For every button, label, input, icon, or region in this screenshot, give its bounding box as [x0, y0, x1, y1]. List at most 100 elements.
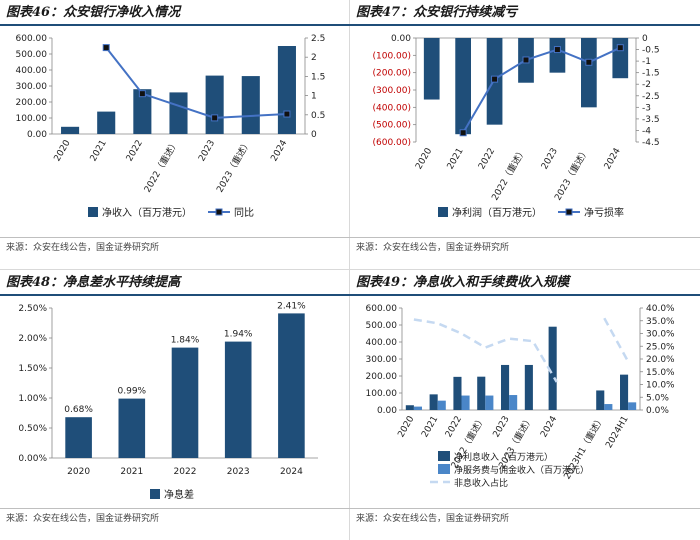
legend-swatch — [438, 451, 450, 461]
net-loss-chart: 0.00 (100.00) (200.00) (300.00) (400.00) (500… — [372, 34, 660, 219]
x-tick-label: 2024 — [539, 414, 559, 439]
y-tick-label: 100.00 — [366, 389, 398, 399]
x-tick-label: 2020 — [414, 146, 434, 171]
series-line — [413, 318, 558, 383]
legend-label: 净服务费与佣金收入（百万港元） — [454, 464, 589, 476]
y2-tick-label: 1 — [311, 92, 317, 102]
y-tick-label: 300.00 — [16, 82, 48, 92]
bar — [461, 395, 470, 410]
bar — [133, 89, 152, 134]
source-note: 来源：众安在线公告，国金证券研究所 — [0, 508, 350, 528]
bar — [205, 75, 224, 134]
bar — [477, 376, 486, 410]
x-tick-label: 2022 — [125, 139, 145, 164]
legend-label: 净收入（百万港元） — [102, 206, 192, 219]
bar — [169, 92, 188, 134]
bar — [65, 417, 92, 458]
y-tick-label: 600.00 — [16, 34, 48, 44]
line-point — [211, 114, 219, 122]
bar — [485, 395, 494, 410]
series-line — [603, 317, 630, 363]
x-tick-label: 2023 — [227, 467, 250, 477]
y2-tick-label: 10.0% — [646, 381, 675, 391]
y2-tick-label: 35.0% — [646, 317, 675, 327]
chart-title: 图表46：众安银行净收入情况 — [0, 0, 350, 26]
y2-tick-label: 0 — [642, 34, 648, 44]
bar — [628, 402, 637, 410]
panel-nim: 图表48：净息差水平持续提高 0.00% 0.50% 1.00% 1.50% 2.00%… — [0, 270, 350, 540]
y2-tick-label: 40.0% — [646, 304, 675, 314]
panel-income-mix: 图表49：净息收入和手续费收入规模 0.00 100.00 200.00 300.00… — [350, 270, 700, 540]
y-tick-label: 2.50% — [18, 304, 47, 314]
bar — [61, 126, 80, 134]
x-tick-label: 2020 — [67, 467, 90, 477]
bar — [509, 395, 518, 410]
line-point — [491, 75, 499, 83]
y-tick-label: (100.00) — [372, 51, 411, 61]
panel-net-loss: 图表47：众安银行持续减亏 0.00 (100.00) (200.00) (300.0… — [350, 0, 700, 270]
y2-tick-label: 30.0% — [646, 330, 675, 340]
x-tick-label: 2021 — [446, 147, 466, 172]
y2-tick-label: -2 — [642, 80, 651, 90]
data-label: 0.99% — [118, 387, 147, 397]
bar — [501, 364, 510, 410]
y-tick-label: 0.00 — [377, 406, 397, 416]
y2-tick-label: -3 — [642, 103, 651, 113]
series-line — [462, 46, 621, 134]
y-tick-label: (600.00) — [372, 138, 411, 148]
line-point — [102, 44, 110, 52]
y2-tick-label: 2 — [311, 53, 317, 63]
y-tick-label: (500.00) — [372, 121, 411, 131]
bar — [429, 394, 438, 410]
legend-swatch — [438, 464, 450, 474]
legend-label: 非息收入占比 — [454, 477, 508, 489]
data-label: 1.94% — [224, 330, 253, 340]
line-point — [616, 44, 624, 52]
y2-tick-label: 2.5 — [311, 34, 325, 44]
bar — [612, 38, 629, 79]
legend-swatch — [215, 208, 223, 216]
data-label: 0.68% — [64, 405, 93, 415]
x-tick-label: 2021 — [120, 467, 143, 477]
line-point — [522, 56, 530, 64]
bar — [224, 341, 252, 458]
bar — [548, 326, 557, 410]
chart-title: 图表47：众安银行持续减亏 — [350, 0, 700, 26]
bar — [405, 405, 414, 410]
x-tick-label: 2022 — [444, 415, 464, 440]
line-point — [553, 46, 561, 54]
x-tick-label: 2024 — [603, 146, 623, 171]
x-tick-label: 2020 — [53, 138, 73, 163]
legend-label: 净利润（百万港元） — [452, 206, 542, 219]
bar — [437, 400, 446, 410]
legend-label: 净息差 — [164, 488, 194, 501]
y-tick-label: 0.50% — [18, 424, 47, 434]
y-tick-label: 200.00 — [366, 372, 398, 382]
bar — [604, 404, 613, 410]
y-tick-label: 0.00% — [18, 454, 47, 464]
bar — [453, 376, 462, 410]
y2-tick-label: 0.0% — [646, 406, 669, 416]
y-tick-label: 600.00 — [366, 304, 398, 314]
source-note: 来源：众安在线公告，国金证券研究所 — [350, 508, 700, 528]
series-line — [105, 46, 287, 119]
y2-tick-label: -0.5 — [642, 46, 660, 56]
y2-tick-label: -4 — [642, 126, 651, 136]
y-tick-label: 0.00 — [27, 130, 47, 140]
x-tick-label: 2021 — [420, 415, 440, 440]
y-tick-label: (400.00) — [372, 103, 411, 113]
y2-tick-label: -2.5 — [642, 92, 660, 102]
panel-net-revenue: 图表46：众安银行净收入情况 0.00 100.00 200.00 300.00 400… — [0, 0, 350, 270]
y-tick-label: (300.00) — [372, 86, 411, 96]
x-tick-label: 2022 — [174, 467, 197, 477]
y-tick-label: 1.50% — [18, 364, 47, 374]
y-tick-label: 500.00 — [366, 321, 398, 331]
bar — [455, 38, 471, 135]
y2-tick-label: 0 — [311, 130, 317, 140]
y-tick-label: 500.00 — [16, 50, 48, 60]
y-tick-label: 400.00 — [16, 66, 48, 76]
y2-tick-label: 0.5 — [311, 111, 325, 121]
bar — [277, 46, 296, 134]
chart-title: 图表48：净息差水平持续提高 — [0, 270, 350, 296]
